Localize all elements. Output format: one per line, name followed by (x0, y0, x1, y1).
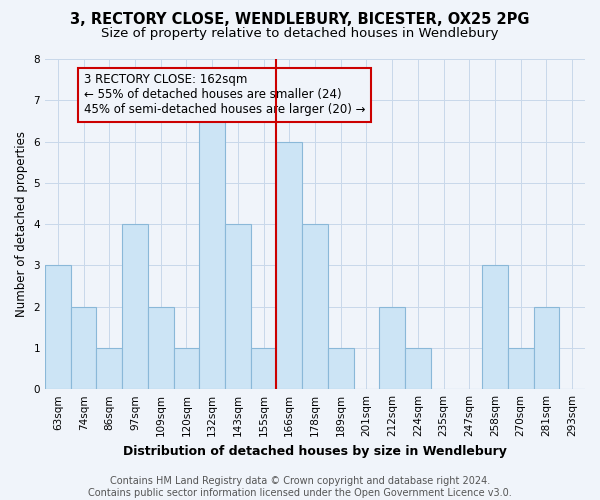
Bar (482, 266, 508, 389)
Bar (328, 348, 353, 389)
X-axis label: Distribution of detached houses by size in Wendlebury: Distribution of detached houses by size … (123, 444, 507, 458)
Bar (173, 348, 199, 389)
Text: Contains HM Land Registry data © Crown copyright and database right 2024.
Contai: Contains HM Land Registry data © Crown c… (88, 476, 512, 498)
Y-axis label: Number of detached properties: Number of detached properties (15, 131, 28, 317)
Bar (225, 224, 251, 389)
Text: 3, RECTORY CLOSE, WENDLEBURY, BICESTER, OX25 2PG: 3, RECTORY CLOSE, WENDLEBURY, BICESTER, … (70, 12, 530, 28)
Bar (277, 142, 302, 389)
Bar (148, 306, 173, 389)
Text: 3 RECTORY CLOSE: 162sqm
← 55% of detached houses are smaller (24)
45% of semi-de: 3 RECTORY CLOSE: 162sqm ← 55% of detache… (83, 74, 365, 116)
Bar (122, 224, 148, 389)
Bar (97, 348, 122, 389)
Bar (405, 348, 431, 389)
Bar (71, 306, 97, 389)
Bar (508, 348, 533, 389)
Bar (379, 306, 405, 389)
Bar (199, 100, 225, 389)
Bar (45, 266, 71, 389)
Text: Size of property relative to detached houses in Wendlebury: Size of property relative to detached ho… (101, 28, 499, 40)
Bar (251, 348, 277, 389)
Bar (533, 306, 559, 389)
Bar (302, 224, 328, 389)
